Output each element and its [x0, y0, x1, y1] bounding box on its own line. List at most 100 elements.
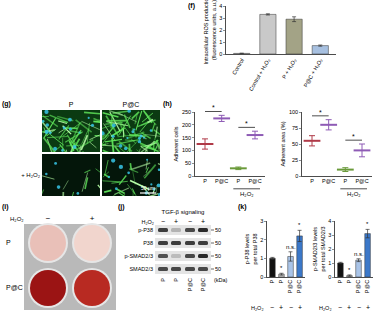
svg-text:(k): (k) — [238, 203, 247, 211]
svg-text:H₂O₂: H₂O₂ — [347, 191, 361, 197]
svg-text:Intracellular ROS production(f: Intracellular ROS production(fluorescenc… — [203, 0, 216, 65]
svg-text:P: P — [278, 280, 284, 284]
svg-text:4: 4 — [219, 3, 222, 9]
svg-text:2: 2 — [219, 27, 222, 33]
svg-text:(h): (h) — [163, 100, 172, 108]
svg-text:*: * — [348, 267, 351, 273]
svg-text:−: − — [188, 218, 192, 225]
svg-text:p-SMAD2/3 levelsper total SMAD: p-SMAD2/3 levelsper total SMAD2/3 — [312, 227, 325, 272]
svg-text:200: 200 — [182, 122, 191, 128]
svg-text:P: P — [236, 178, 240, 184]
svg-text:P: P — [203, 178, 207, 184]
svg-text:0: 0 — [188, 173, 191, 179]
svg-text:0: 0 — [295, 173, 298, 179]
svg-text:p-SMAD2/3: p-SMAD2/3 — [125, 253, 153, 259]
svg-text:*: * — [280, 265, 283, 271]
svg-text:P@C: P@C — [200, 278, 206, 291]
svg-text:p-P38: p-P38 — [138, 227, 153, 233]
svg-text:P: P — [310, 178, 314, 184]
svg-text:P@C: P@C — [6, 284, 23, 291]
svg-text:p-P38 levelsper total P38: p-P38 levelsper total P38 — [244, 233, 257, 264]
svg-text:H₂O₂: H₂O₂ — [251, 305, 264, 311]
svg-text:3: 3 — [260, 218, 263, 224]
svg-text:−: − — [270, 304, 274, 311]
svg-text:H₂O₂: H₂O₂ — [240, 191, 254, 197]
svg-text:Adherent area (%): Adherent area (%) — [280, 121, 286, 166]
svg-text:2: 2 — [260, 237, 263, 243]
svg-text:(i): (i) — [2, 203, 9, 211]
svg-text:P@C + H₂O₂: P@C + H₂O₂ — [302, 57, 323, 88]
svg-text:(g): (g) — [2, 100, 11, 108]
svg-text:50: 50 — [215, 253, 221, 259]
svg-text:P: P — [173, 278, 179, 282]
svg-text:Adherent cells: Adherent cells — [173, 126, 179, 161]
svg-text:Control + H₂O₂: Control + H₂O₂ — [248, 57, 271, 92]
svg-text:*: * — [245, 120, 248, 127]
svg-text:+: + — [174, 218, 178, 225]
svg-text:P@C: P@C — [322, 178, 335, 184]
svg-text:50: 50 — [185, 160, 191, 166]
svg-text:4: 4 — [328, 218, 331, 224]
svg-text:P: P — [343, 178, 347, 184]
svg-text:*: * — [212, 104, 215, 111]
svg-text:P: P — [346, 280, 352, 284]
svg-text:P: P — [160, 278, 166, 282]
svg-text:−: − — [338, 304, 342, 311]
svg-text:SMAD2/3: SMAD2/3 — [129, 266, 153, 272]
svg-text:1: 1 — [328, 260, 331, 266]
svg-text:P@C: P@C — [287, 280, 293, 293]
svg-text:P + H₂O₂: P + H₂O₂ — [281, 57, 297, 79]
svg-text:100: 100 — [289, 109, 298, 115]
svg-text:P@C: P@C — [123, 101, 140, 108]
svg-text:50: 50 — [292, 141, 298, 147]
svg-text:+: + — [279, 304, 283, 311]
svg-text:50: 50 — [215, 240, 221, 246]
svg-text:−: − — [289, 304, 293, 311]
svg-text:P@C: P@C — [215, 178, 228, 184]
svg-text:+ H₂O₂: + H₂O₂ — [21, 172, 41, 178]
svg-text:P@C: P@C — [355, 280, 361, 293]
svg-text:−: − — [357, 304, 361, 311]
svg-text:*: * — [319, 109, 322, 116]
svg-text:+: + — [366, 304, 370, 311]
svg-text:150: 150 — [182, 135, 191, 141]
svg-text:50: 50 — [215, 227, 221, 233]
svg-text:2: 2 — [328, 246, 331, 252]
svg-text:(f): (f) — [188, 2, 195, 10]
svg-text:P: P — [69, 101, 74, 108]
svg-text:25: 25 — [292, 157, 298, 163]
svg-text:TGF-β signaling: TGF-β signaling — [162, 209, 205, 215]
svg-text:P@C: P@C — [248, 178, 261, 184]
svg-text:1: 1 — [260, 255, 263, 261]
svg-text:0: 0 — [219, 51, 222, 57]
svg-text:P: P — [6, 239, 11, 246]
svg-text:P@C: P@C — [355, 178, 368, 184]
svg-text:0: 0 — [260, 274, 263, 280]
svg-text:P@C: P@C — [296, 280, 302, 293]
svg-text:*: * — [298, 222, 301, 228]
svg-text:3: 3 — [219, 15, 222, 21]
svg-text:1: 1 — [219, 39, 222, 45]
svg-text:n.s.: n.s. — [286, 244, 296, 250]
svg-text:P: P — [337, 280, 343, 284]
svg-text:50: 50 — [215, 266, 221, 272]
svg-text:(kDa): (kDa) — [214, 277, 228, 283]
svg-text:100: 100 — [182, 147, 191, 153]
svg-text:n.s.: n.s. — [354, 251, 364, 257]
svg-text:(j): (j) — [118, 203, 125, 211]
svg-text:+: + — [347, 304, 351, 311]
svg-text:*: * — [352, 133, 355, 140]
svg-text:75: 75 — [292, 125, 298, 131]
svg-text:50 μm: 50 μm — [141, 185, 155, 191]
svg-text:250: 250 — [182, 109, 191, 115]
svg-text:+: + — [298, 304, 302, 311]
svg-text:*: * — [366, 221, 369, 227]
svg-text:P@C: P@C — [187, 278, 193, 291]
svg-text:P@C: P@C — [364, 280, 370, 293]
svg-text:H₂O₂: H₂O₂ — [319, 305, 332, 311]
svg-text:3: 3 — [328, 232, 331, 238]
svg-text:0: 0 — [328, 274, 331, 280]
svg-text:+: + — [201, 218, 205, 225]
svg-text:P: P — [269, 280, 275, 284]
svg-text:H₂O₂: H₂O₂ — [141, 219, 154, 225]
